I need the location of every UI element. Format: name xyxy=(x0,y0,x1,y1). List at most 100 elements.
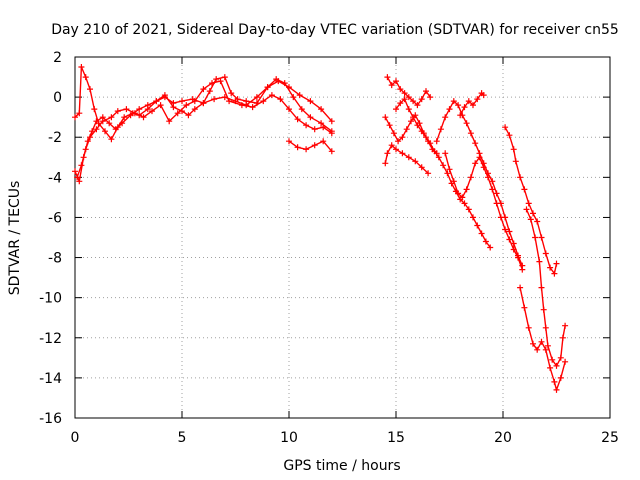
data-point xyxy=(290,94,297,101)
data-point xyxy=(440,162,447,169)
data-point xyxy=(506,132,513,139)
data-point xyxy=(510,146,517,153)
data-point xyxy=(544,342,551,349)
data-point xyxy=(298,106,305,113)
data-point xyxy=(559,334,566,341)
data-point xyxy=(161,92,168,99)
data-point xyxy=(553,386,560,393)
data-point xyxy=(525,200,532,207)
data-point xyxy=(410,114,417,121)
data-point xyxy=(442,150,449,157)
data-point xyxy=(76,178,83,185)
data-point xyxy=(455,102,462,109)
data-point xyxy=(382,160,389,167)
data-point xyxy=(200,100,207,107)
data-point xyxy=(311,142,318,149)
series-track-2 xyxy=(72,64,335,143)
data-point xyxy=(277,96,284,103)
data-point xyxy=(228,90,235,97)
axis-ticks xyxy=(74,56,611,419)
series-line xyxy=(519,286,566,391)
y-tick-label: -12 xyxy=(39,331,62,347)
y-tick-label: -16 xyxy=(39,411,62,427)
x-tick-label: 20 xyxy=(494,430,512,446)
data-point xyxy=(427,94,434,101)
y-tick-label: -8 xyxy=(48,251,62,267)
data-point xyxy=(179,98,185,105)
plot-frame xyxy=(74,56,611,419)
data-point xyxy=(382,114,389,121)
data-point xyxy=(328,130,335,137)
data-point xyxy=(401,96,408,103)
data-point xyxy=(249,104,256,111)
data-point xyxy=(140,114,147,121)
series-track-13 xyxy=(517,284,569,393)
data-point xyxy=(461,200,468,207)
y-tick-label: -2 xyxy=(48,130,62,146)
plot-area xyxy=(72,64,569,393)
data-point xyxy=(238,102,245,109)
data-point xyxy=(472,140,479,147)
data-point xyxy=(185,112,192,119)
series-line xyxy=(459,92,485,116)
data-point xyxy=(423,134,429,141)
data-point xyxy=(78,64,85,70)
data-point xyxy=(405,154,412,161)
data-point xyxy=(166,118,173,125)
y-tick-label: -4 xyxy=(48,170,62,186)
x-tick-label: 10 xyxy=(280,430,298,446)
data-point xyxy=(510,246,517,253)
data-point xyxy=(87,134,93,141)
data-point xyxy=(294,144,301,151)
series-track-8 xyxy=(393,96,494,251)
data-point xyxy=(286,138,292,145)
data-point xyxy=(318,106,325,113)
series-track-4 xyxy=(286,138,335,155)
data-point xyxy=(410,98,417,105)
data-point xyxy=(512,158,519,165)
series-track-7 xyxy=(382,112,440,157)
data-point xyxy=(114,124,121,131)
data-point xyxy=(465,206,472,213)
data-point xyxy=(480,164,487,171)
data-point xyxy=(482,238,489,245)
data-point xyxy=(149,108,155,115)
data-point xyxy=(502,124,509,131)
data-point xyxy=(399,134,406,141)
data-point xyxy=(286,106,292,113)
data-point xyxy=(480,92,487,99)
series-line xyxy=(444,152,523,271)
data-point xyxy=(418,128,425,135)
data-point xyxy=(217,78,224,85)
data-point xyxy=(320,124,327,131)
data-point xyxy=(553,260,560,267)
data-point xyxy=(431,148,438,155)
data-point xyxy=(114,108,121,115)
data-point xyxy=(470,214,476,221)
data-point xyxy=(388,142,395,149)
data-point xyxy=(388,82,395,89)
data-point xyxy=(234,96,241,103)
data-point xyxy=(538,234,545,241)
data-point xyxy=(562,358,569,365)
data-point xyxy=(108,136,115,143)
data-point xyxy=(123,106,130,113)
data-point xyxy=(478,230,485,237)
data-point xyxy=(144,106,151,113)
data-point xyxy=(493,200,500,207)
y-axis-label: SDTVAR / TECUs xyxy=(7,181,23,296)
data-point xyxy=(213,76,220,83)
data-point xyxy=(433,138,440,145)
data-point xyxy=(136,106,143,113)
data-point xyxy=(328,118,335,125)
series-line xyxy=(74,66,333,140)
data-point xyxy=(547,264,554,271)
y-tick-label: -14 xyxy=(39,371,62,387)
data-point xyxy=(243,98,250,105)
data-point xyxy=(102,128,108,135)
series-track-6 xyxy=(384,74,434,109)
data-point xyxy=(553,362,560,369)
data-point xyxy=(461,104,468,111)
data-point xyxy=(131,110,138,117)
